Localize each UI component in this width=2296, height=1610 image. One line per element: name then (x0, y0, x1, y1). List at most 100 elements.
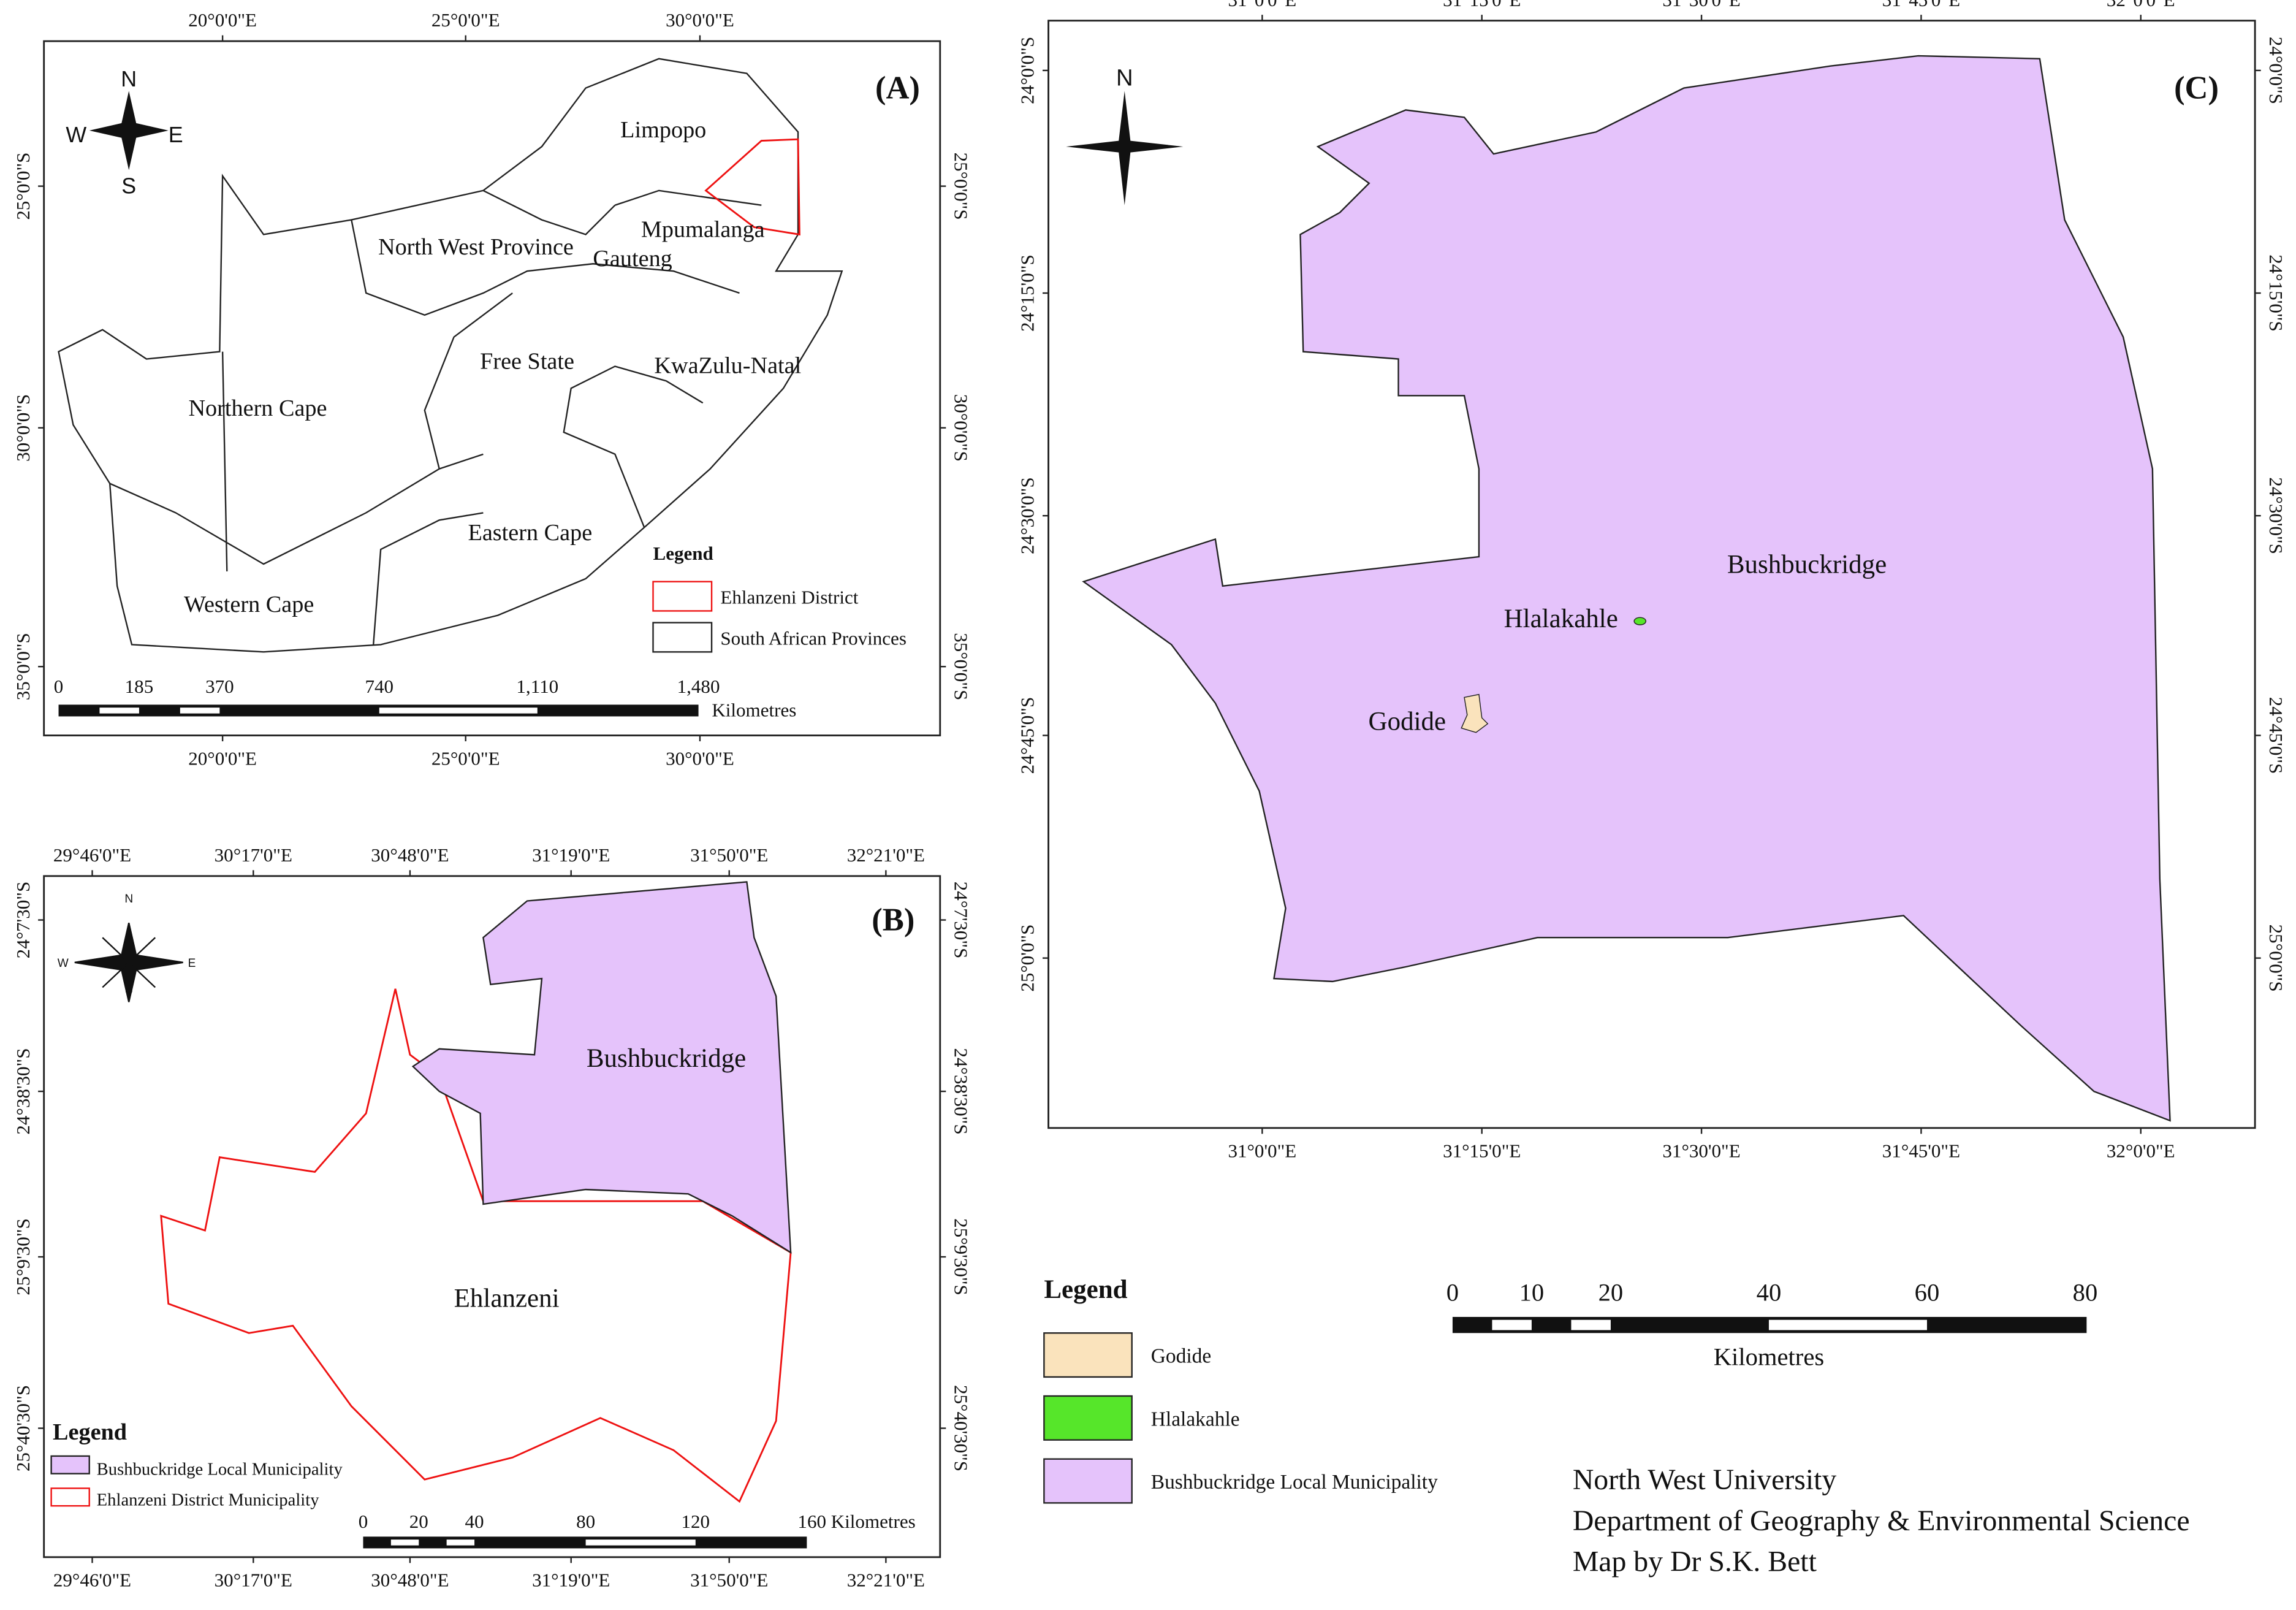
scale-label: 10 (1519, 1278, 1545, 1306)
y-tick-label: 25°9'30"S (951, 1218, 972, 1295)
x-tick-label: 31°45'0"E (1882, 0, 1960, 10)
region-label: North West Province (378, 234, 574, 260)
scale-label: 40 (1757, 1278, 1782, 1306)
legend-swatch (1043, 1395, 1133, 1441)
y-tick-label: 35°0'0"S (951, 633, 972, 700)
province-boundaries (109, 189, 762, 645)
y-tick-label: 35°0'0"S (12, 633, 34, 700)
compass-label: S (125, 983, 133, 996)
scale-unit: Kilometres (712, 699, 796, 720)
y-tick-label: 30°0'0"S (951, 394, 972, 462)
godide-area (1461, 693, 1489, 733)
compass-label: N (124, 893, 133, 906)
bushbuckridge-area (1082, 55, 2171, 1122)
x-tick-label: 30°17'0"E (215, 844, 292, 866)
compass-rose (89, 91, 169, 170)
legend-item: Bushbuckridge Local Municipality (1151, 1471, 1438, 1494)
y-tick-label: 30°0'0"S (12, 394, 34, 462)
y-tick-label: 25°9'30"S (12, 1218, 34, 1295)
scale-label: 0 (359, 1511, 368, 1532)
scale-label: 370 (205, 676, 234, 697)
y-tick-label: 25°0'0"S (1017, 925, 1038, 992)
x-tick-label: 32°0'0"E (2107, 0, 2175, 10)
frame (43, 40, 941, 736)
legend-title: Legend (53, 1419, 127, 1445)
scale-label: 20 (409, 1511, 428, 1532)
x-tick-label: 31°30'0"E (1662, 1140, 1740, 1162)
ehlanzeni-outline (704, 138, 800, 236)
panel-label: (B) (872, 902, 914, 937)
region-label: Gauteng (593, 246, 672, 272)
region-label: Ehlanzeni (454, 1284, 560, 1313)
compass-label: E (169, 123, 183, 147)
x-tick-label: 31°0'0"E (1228, 1140, 1296, 1162)
y-tick-label: 24°7'30"S (12, 882, 34, 959)
panel-label: (C) (2174, 70, 2219, 105)
x-tick-label: 20°0'0"E (188, 9, 257, 31)
x-tick-label: 31°30'0"E (1662, 0, 1740, 10)
region-label: Limpopo (620, 117, 706, 143)
panel-label: (A) (875, 70, 920, 105)
legend-swatch (652, 622, 713, 653)
scale-label: 1,480 (677, 676, 720, 697)
scale-label: 80 (576, 1511, 595, 1532)
legend-item: South African Provinces (720, 627, 907, 649)
x-tick-label: 31°15'0"E (1443, 1140, 1521, 1162)
credit-line: Map by Dr S.K. Bett (1573, 1546, 1817, 1578)
compass-label: S (121, 174, 136, 198)
x-tick-label: 30°17'0"E (215, 1570, 292, 1591)
region-label: Bushbuckridge (587, 1044, 746, 1073)
credit-line: North West University (1573, 1463, 1837, 1496)
y-tick-label: 25°0'0"S (12, 153, 34, 220)
region-label: Mpumalanga (641, 216, 765, 242)
region-label: Hlalakahle (1504, 605, 1618, 633)
y-tick-label: 24°0'0"S (1017, 37, 1038, 104)
ehlanzeni-outline (160, 988, 792, 1503)
hlalakahle-area (1633, 617, 1646, 625)
legend-swatch (1043, 1458, 1133, 1504)
y-tick-label: 25°40'30"S (951, 1385, 972, 1471)
legend-item: Hlalakahle (1151, 1408, 1240, 1430)
scale-label: 0 (1446, 1278, 1459, 1306)
legend-swatch (50, 1455, 90, 1475)
scale-label: 80 (2073, 1278, 2098, 1306)
x-tick-label: 31°19'0"E (532, 844, 610, 866)
x-tick-label: 31°45'0"E (1882, 1140, 1960, 1162)
scale-label: 60 (1915, 1278, 1940, 1306)
compass-label: E (188, 957, 196, 970)
compass-label: N (121, 67, 137, 91)
frame (1047, 20, 2256, 1129)
legend-item: Ehlanzeni District (720, 586, 858, 608)
legend-item: Godide (1151, 1345, 1211, 1368)
legend-item: Ehlanzeni District Municipality (97, 1490, 320, 1510)
y-tick-label: 24°30'0"S (1017, 477, 1038, 554)
x-tick-label: 29°46'0"E (53, 844, 131, 866)
region-label: Eastern Cape (468, 520, 592, 546)
frame (43, 875, 941, 1558)
y-tick-label: 25°0'0"S (951, 153, 972, 220)
y-tick-label: 24°7'30"S (951, 882, 972, 959)
x-tick-label: 20°0'0"E (188, 747, 257, 769)
scale-label: 740 (365, 676, 393, 697)
compass-label: W (58, 957, 69, 970)
bushbuckridge-area (411, 881, 792, 1254)
legend-item: Bushbuckridge Local Municipality (97, 1459, 343, 1479)
compass-rose (1066, 91, 1184, 205)
compass-label: N (1116, 64, 1133, 91)
country-outline (58, 58, 843, 653)
y-tick-label: 24°30'0"S (2265, 477, 2287, 554)
region-label: Western Cape (184, 592, 314, 617)
x-tick-label: 31°50'0"E (690, 1570, 768, 1591)
y-tick-label: 24°38'30"S (12, 1048, 34, 1135)
x-tick-label: 31°50'0"E (690, 844, 768, 866)
y-tick-label: 24°45'0"S (2265, 697, 2287, 774)
compass-rose (74, 923, 183, 1002)
y-tick-label: 24°38'30"S (951, 1048, 972, 1135)
credit-line: Department of Geography & Environmental … (1573, 1505, 2190, 1537)
scale-label: 20 (1598, 1278, 1624, 1306)
region-label: Free State (480, 348, 574, 374)
x-tick-label: 29°46'0"E (53, 1570, 131, 1591)
